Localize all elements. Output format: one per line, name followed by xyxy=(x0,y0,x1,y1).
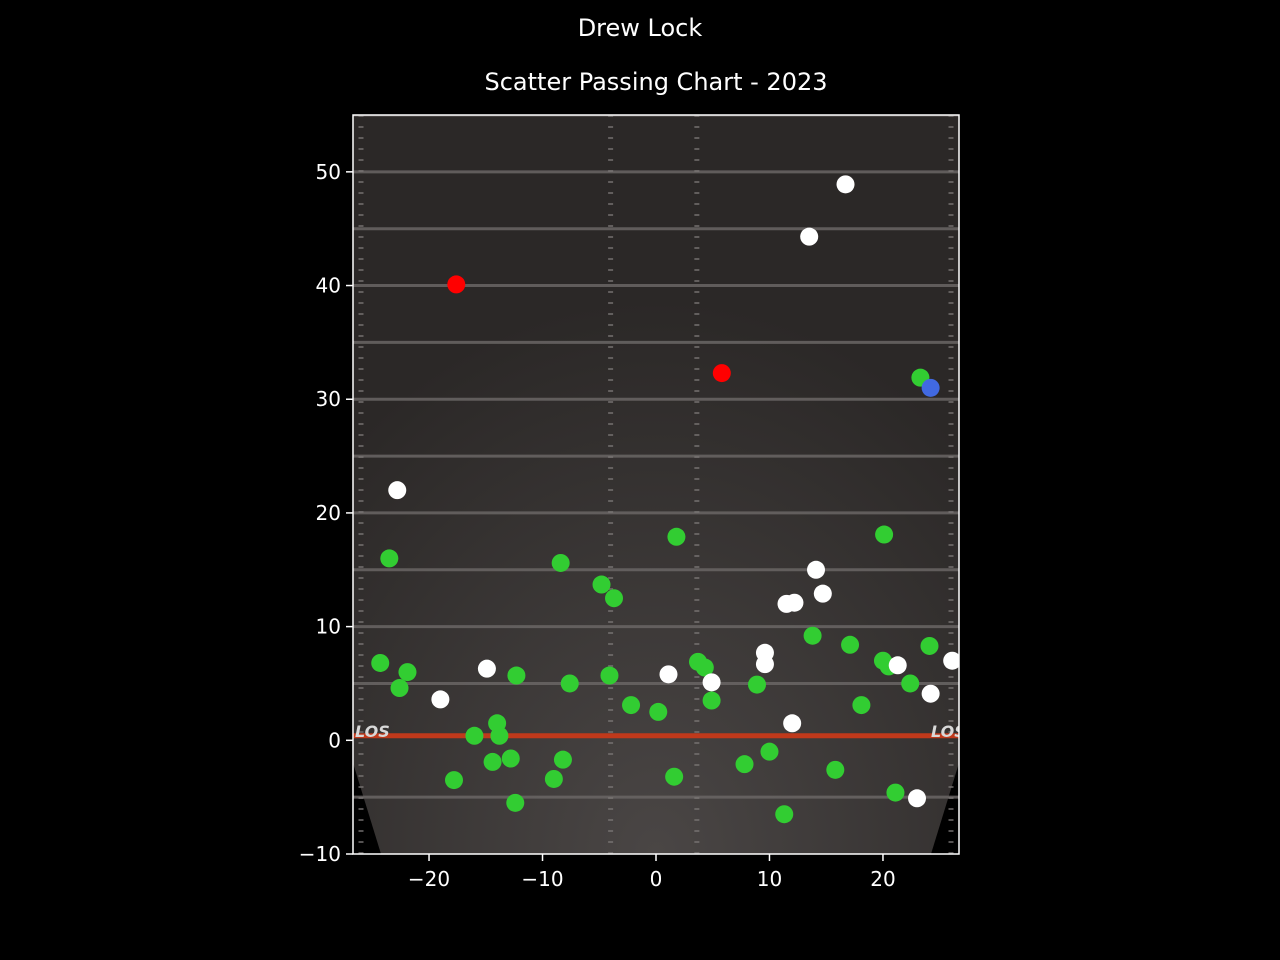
scatter-point xyxy=(702,691,721,710)
x-tick-label: 10 xyxy=(757,867,782,891)
scatter-point xyxy=(813,584,832,603)
scatter-point xyxy=(841,635,860,654)
scatter-point xyxy=(901,674,920,693)
scatter-point xyxy=(760,742,779,761)
scatter-point xyxy=(875,525,894,544)
field-turf xyxy=(353,115,959,854)
scatter-point xyxy=(398,663,417,682)
scatter-point xyxy=(783,714,802,733)
scatter-point xyxy=(803,626,822,645)
scatter-point xyxy=(445,771,463,790)
scatter-point xyxy=(380,549,399,568)
axis-ticks: −20 −10 0 10 20 −10 0 10 20 30 40 50 xyxy=(299,160,896,891)
scatter-point xyxy=(826,760,845,779)
scatter-point xyxy=(667,527,686,546)
x-tick-label: 0 xyxy=(650,867,663,891)
scatter-point xyxy=(920,636,939,655)
scatter-point xyxy=(665,767,684,786)
scatter-point xyxy=(622,696,641,715)
scatter-point xyxy=(755,643,774,662)
x-tick-label: −10 xyxy=(521,867,563,891)
scatter-point xyxy=(886,783,905,802)
scatter-point xyxy=(506,793,525,812)
scatter-point xyxy=(553,750,572,769)
figure-suptitle: Drew Lock xyxy=(577,14,703,42)
scatter-point xyxy=(390,679,409,698)
scatter-point xyxy=(371,653,390,672)
scatter-point xyxy=(501,749,520,768)
scatter-point xyxy=(483,752,502,771)
scatter-point xyxy=(748,675,766,694)
chart-title: Scatter Passing Chart - 2023 xyxy=(484,68,828,96)
y-tick-label: 20 xyxy=(316,501,341,525)
scatter-point xyxy=(560,674,579,693)
scatter-point xyxy=(592,575,611,594)
scatter-point xyxy=(431,690,450,709)
scatter-point xyxy=(852,696,871,715)
scatter-point xyxy=(943,651,959,670)
scatter-point xyxy=(807,560,826,579)
scatter-point xyxy=(490,726,509,745)
los-label-right: LOS xyxy=(931,722,966,741)
scatter-point xyxy=(507,666,526,685)
scatter-point xyxy=(605,589,624,608)
scatter-point xyxy=(735,755,754,774)
los-label-left: LOS xyxy=(355,722,390,741)
y-tick-label: 40 xyxy=(316,274,341,298)
x-tick-label: −20 xyxy=(408,867,450,891)
scatter-points xyxy=(371,175,959,824)
scatter-point xyxy=(836,175,855,194)
y-tick-label: 0 xyxy=(328,728,341,752)
scatter-point xyxy=(465,726,484,745)
x-tick-label: 20 xyxy=(870,867,895,891)
scatter-point xyxy=(649,702,668,721)
scatter-point xyxy=(785,593,804,612)
y-tick-label: −10 xyxy=(299,842,341,866)
scatter-point xyxy=(659,665,678,684)
y-tick-label: 30 xyxy=(316,387,341,411)
plot-frame xyxy=(352,114,960,855)
football-field-background: LOS LOS xyxy=(353,115,966,854)
scatter-point xyxy=(551,553,570,572)
y-tick-label: 50 xyxy=(316,160,341,184)
scatter-point xyxy=(600,666,619,685)
scatter-point xyxy=(544,769,563,788)
scatter-point xyxy=(702,673,721,692)
scatter-point xyxy=(921,378,940,397)
y-tick-label: 10 xyxy=(316,615,341,639)
scatter-point xyxy=(447,275,466,294)
scatter-point xyxy=(388,481,407,500)
scatter-point xyxy=(908,789,927,808)
scatter-point xyxy=(775,805,794,824)
scatter-point xyxy=(712,364,731,383)
scatter-point xyxy=(800,227,819,246)
scatter-point xyxy=(888,656,907,675)
scatter-point xyxy=(477,659,496,678)
scatter-point xyxy=(921,684,940,703)
scatter-point xyxy=(695,658,714,677)
